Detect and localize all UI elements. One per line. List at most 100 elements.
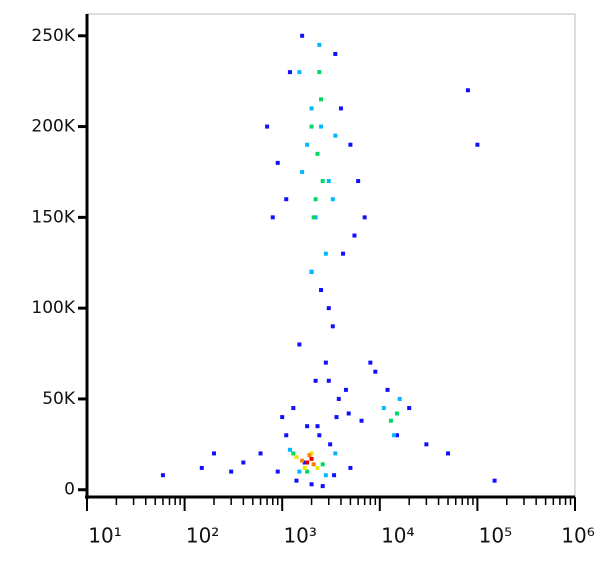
plot-frame — [86, 13, 576, 498]
point — [309, 269, 314, 274]
point — [305, 142, 310, 147]
point — [319, 124, 324, 129]
point — [302, 465, 307, 470]
point — [446, 451, 451, 456]
point — [338, 106, 343, 111]
y-tick-label: 250K — [31, 26, 75, 46]
point — [341, 251, 346, 256]
y-tick-label: 200K — [31, 117, 75, 137]
point — [330, 197, 335, 202]
x-tick-label: 10⁴ — [381, 524, 414, 548]
point — [309, 106, 314, 111]
point — [492, 478, 497, 483]
y-tick-label: 0 — [64, 480, 75, 500]
point — [319, 288, 324, 292]
x-tick-label: 10¹ — [88, 524, 121, 548]
point — [348, 465, 353, 470]
point — [287, 447, 292, 452]
point — [388, 418, 393, 423]
point — [465, 88, 470, 93]
point — [275, 160, 280, 165]
point — [315, 465, 320, 470]
point — [297, 469, 302, 474]
point — [328, 442, 333, 447]
point — [160, 473, 165, 478]
point — [326, 306, 331, 311]
point — [407, 406, 412, 411]
point — [320, 484, 325, 489]
point — [297, 70, 302, 75]
y-tick-label: 100K — [31, 298, 75, 318]
point — [362, 215, 367, 220]
point — [356, 179, 361, 184]
point — [305, 460, 310, 465]
point — [320, 179, 325, 184]
point — [284, 197, 289, 202]
point — [346, 411, 351, 416]
y-tick-label: 50K — [42, 389, 76, 409]
point — [311, 462, 316, 467]
point — [348, 142, 353, 147]
point — [397, 396, 402, 401]
x-tick-label: 10⁶ — [561, 524, 594, 548]
point — [241, 460, 246, 465]
point — [323, 473, 328, 478]
point — [229, 469, 234, 474]
point — [381, 406, 386, 411]
point — [294, 455, 299, 460]
point — [317, 433, 322, 438]
point — [309, 482, 314, 487]
point — [394, 411, 399, 416]
point — [302, 460, 307, 465]
point — [294, 478, 299, 483]
point — [343, 387, 348, 392]
point — [333, 451, 338, 456]
point — [320, 462, 325, 467]
point — [334, 415, 339, 420]
point — [330, 324, 335, 329]
point — [297, 342, 302, 347]
point — [424, 442, 429, 447]
point — [309, 124, 314, 129]
point — [385, 387, 390, 392]
point — [352, 233, 357, 238]
point — [275, 469, 280, 474]
point — [394, 433, 399, 438]
point — [313, 378, 318, 383]
point — [323, 251, 328, 256]
point — [313, 197, 318, 202]
point — [284, 433, 289, 438]
point — [309, 456, 314, 461]
x-tick-label: 10⁵ — [479, 524, 512, 548]
point — [333, 133, 338, 138]
point — [317, 70, 322, 75]
point — [392, 433, 397, 438]
point — [326, 378, 331, 383]
point — [287, 70, 292, 75]
point — [332, 473, 337, 478]
point — [199, 465, 204, 470]
point — [300, 169, 305, 174]
point — [258, 451, 263, 456]
point — [305, 424, 310, 429]
point — [300, 458, 305, 463]
point — [333, 51, 338, 56]
x-tick-label: 10³ — [283, 524, 316, 548]
point — [280, 415, 285, 420]
point — [211, 451, 216, 456]
point — [291, 406, 296, 411]
point — [307, 453, 312, 458]
x-tick-label: 10² — [186, 524, 219, 548]
point — [291, 451, 296, 456]
point — [326, 179, 331, 184]
point — [475, 142, 480, 147]
point — [373, 369, 378, 374]
point — [317, 42, 322, 47]
point — [323, 360, 328, 365]
point — [368, 360, 373, 365]
point — [311, 215, 316, 220]
point — [315, 424, 320, 429]
point — [319, 97, 324, 102]
point — [315, 151, 320, 156]
